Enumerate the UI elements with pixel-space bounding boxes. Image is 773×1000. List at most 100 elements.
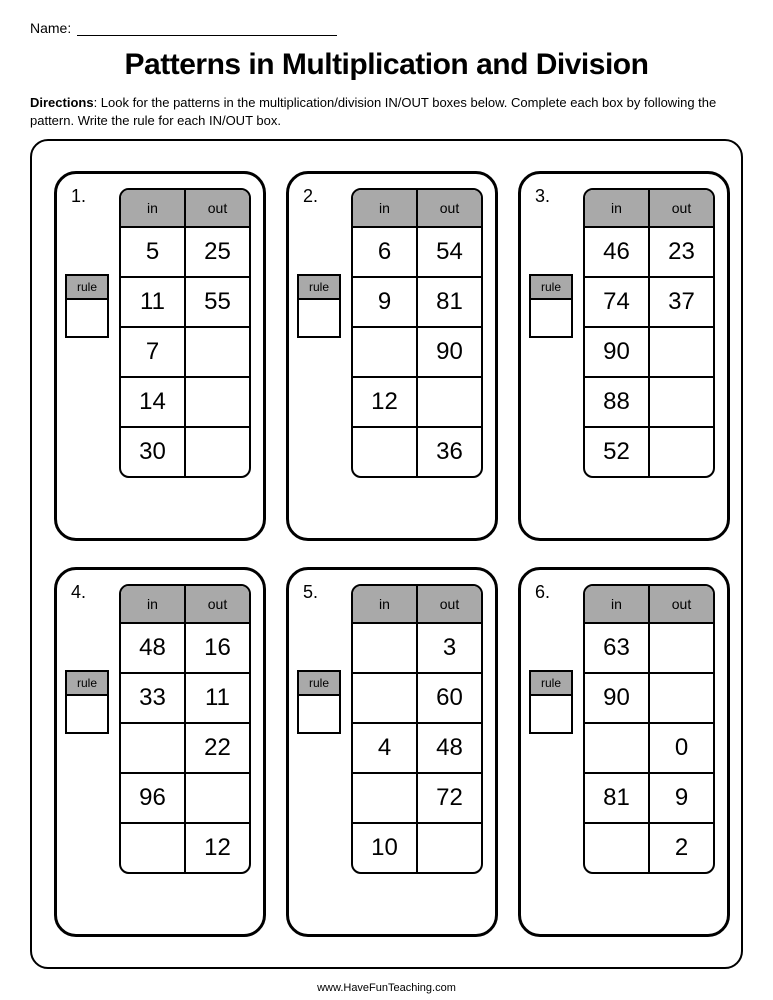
rule-input[interactable] [67, 300, 107, 336]
rule-input[interactable] [299, 300, 339, 336]
in-cell[interactable] [353, 674, 418, 722]
in-cell: 63 [585, 624, 650, 672]
out-cell: 90 [418, 328, 481, 376]
io-row: 819 [585, 772, 713, 822]
directions-text: : Look for the patterns in the multiplic… [30, 95, 716, 128]
io-row: 52 [585, 426, 713, 476]
in-header: in [585, 190, 650, 226]
in-cell: 88 [585, 378, 650, 426]
problem-number: 6. [535, 582, 550, 603]
rule-box: rule [297, 670, 341, 734]
out-cell[interactable] [650, 428, 713, 476]
out-cell[interactable] [186, 378, 249, 426]
out-cell: 81 [418, 278, 481, 326]
out-cell[interactable] [186, 428, 249, 476]
io-header: inout [121, 586, 249, 622]
io-row: 1155 [121, 276, 249, 326]
problem-grid: 1.ruleinout5251155714302.ruleinout654981… [54, 171, 719, 937]
io-table: inout48163311229612 [119, 584, 251, 874]
out-cell[interactable] [186, 328, 249, 376]
out-header: out [418, 586, 481, 622]
in-cell: 4 [353, 724, 418, 772]
io-table: inout654981901236 [351, 188, 483, 478]
out-cell[interactable] [186, 774, 249, 822]
out-cell[interactable] [418, 824, 481, 872]
out-cell: 3 [418, 624, 481, 672]
io-row: 7437 [585, 276, 713, 326]
in-cell: 46 [585, 228, 650, 276]
out-cell: 16 [186, 624, 249, 672]
io-header: inout [121, 190, 249, 226]
in-cell[interactable] [121, 824, 186, 872]
rule-box: rule [529, 670, 573, 734]
problem-card: 5.ruleinout3604487210 [286, 567, 498, 937]
io-row: 12 [353, 376, 481, 426]
out-header: out [186, 586, 249, 622]
in-cell: 6 [353, 228, 418, 276]
out-cell: 48 [418, 724, 481, 772]
out-cell: 22 [186, 724, 249, 772]
in-header: in [353, 586, 418, 622]
out-cell[interactable] [650, 328, 713, 376]
out-cell: 25 [186, 228, 249, 276]
in-cell: 12 [353, 378, 418, 426]
rule-input[interactable] [299, 696, 339, 732]
io-row: 4816 [121, 622, 249, 672]
io-row: 2 [585, 822, 713, 872]
io-row: 0 [585, 722, 713, 772]
out-cell[interactable] [418, 378, 481, 426]
io-row: 88 [585, 376, 713, 426]
out-cell: 72 [418, 774, 481, 822]
in-cell[interactable] [121, 724, 186, 772]
in-cell: 10 [353, 824, 418, 872]
rule-header: rule [67, 276, 107, 300]
worksheet-container: 1.ruleinout5251155714302.ruleinout654981… [30, 139, 743, 969]
out-header: out [650, 190, 713, 226]
out-cell[interactable] [650, 624, 713, 672]
in-cell: 30 [121, 428, 186, 476]
out-cell[interactable] [650, 378, 713, 426]
problem-card: 1.ruleinout525115571430 [54, 171, 266, 541]
in-cell: 96 [121, 774, 186, 822]
page-title: Patterns in Multiplication and Division [30, 48, 743, 82]
out-cell: 23 [650, 228, 713, 276]
problem-card: 3.ruleinout46237437908852 [518, 171, 730, 541]
rule-input[interactable] [67, 696, 107, 732]
io-header: inout [585, 190, 713, 226]
in-cell[interactable] [353, 624, 418, 672]
name-underline[interactable] [77, 22, 337, 36]
out-cell: 36 [418, 428, 481, 476]
io-row: 7 [121, 326, 249, 376]
out-header: out [650, 586, 713, 622]
footer-credit: www.HaveFunTeaching.com [0, 982, 773, 994]
out-cell: 11 [186, 674, 249, 722]
in-cell: 9 [353, 278, 418, 326]
io-row: 90 [353, 326, 481, 376]
in-cell[interactable] [353, 774, 418, 822]
in-cell: 5 [121, 228, 186, 276]
rule-header: rule [299, 276, 339, 300]
io-row: 30 [121, 426, 249, 476]
out-cell: 2 [650, 824, 713, 872]
in-cell[interactable] [353, 428, 418, 476]
problem-number: 2. [303, 186, 318, 207]
io-row: 3 [353, 622, 481, 672]
out-cell: 55 [186, 278, 249, 326]
io-row: 63 [585, 622, 713, 672]
out-cell[interactable] [650, 674, 713, 722]
in-header: in [121, 190, 186, 226]
in-cell[interactable] [353, 328, 418, 376]
rule-header: rule [67, 672, 107, 696]
in-cell: 52 [585, 428, 650, 476]
problem-number: 1. [71, 186, 86, 207]
io-row: 654 [353, 226, 481, 276]
out-header: out [186, 190, 249, 226]
in-cell[interactable] [585, 724, 650, 772]
out-cell: 54 [418, 228, 481, 276]
in-cell: 7 [121, 328, 186, 376]
rule-input[interactable] [531, 300, 571, 336]
in-cell[interactable] [585, 824, 650, 872]
io-row: 10 [353, 822, 481, 872]
rule-input[interactable] [531, 696, 571, 732]
in-cell: 90 [585, 674, 650, 722]
